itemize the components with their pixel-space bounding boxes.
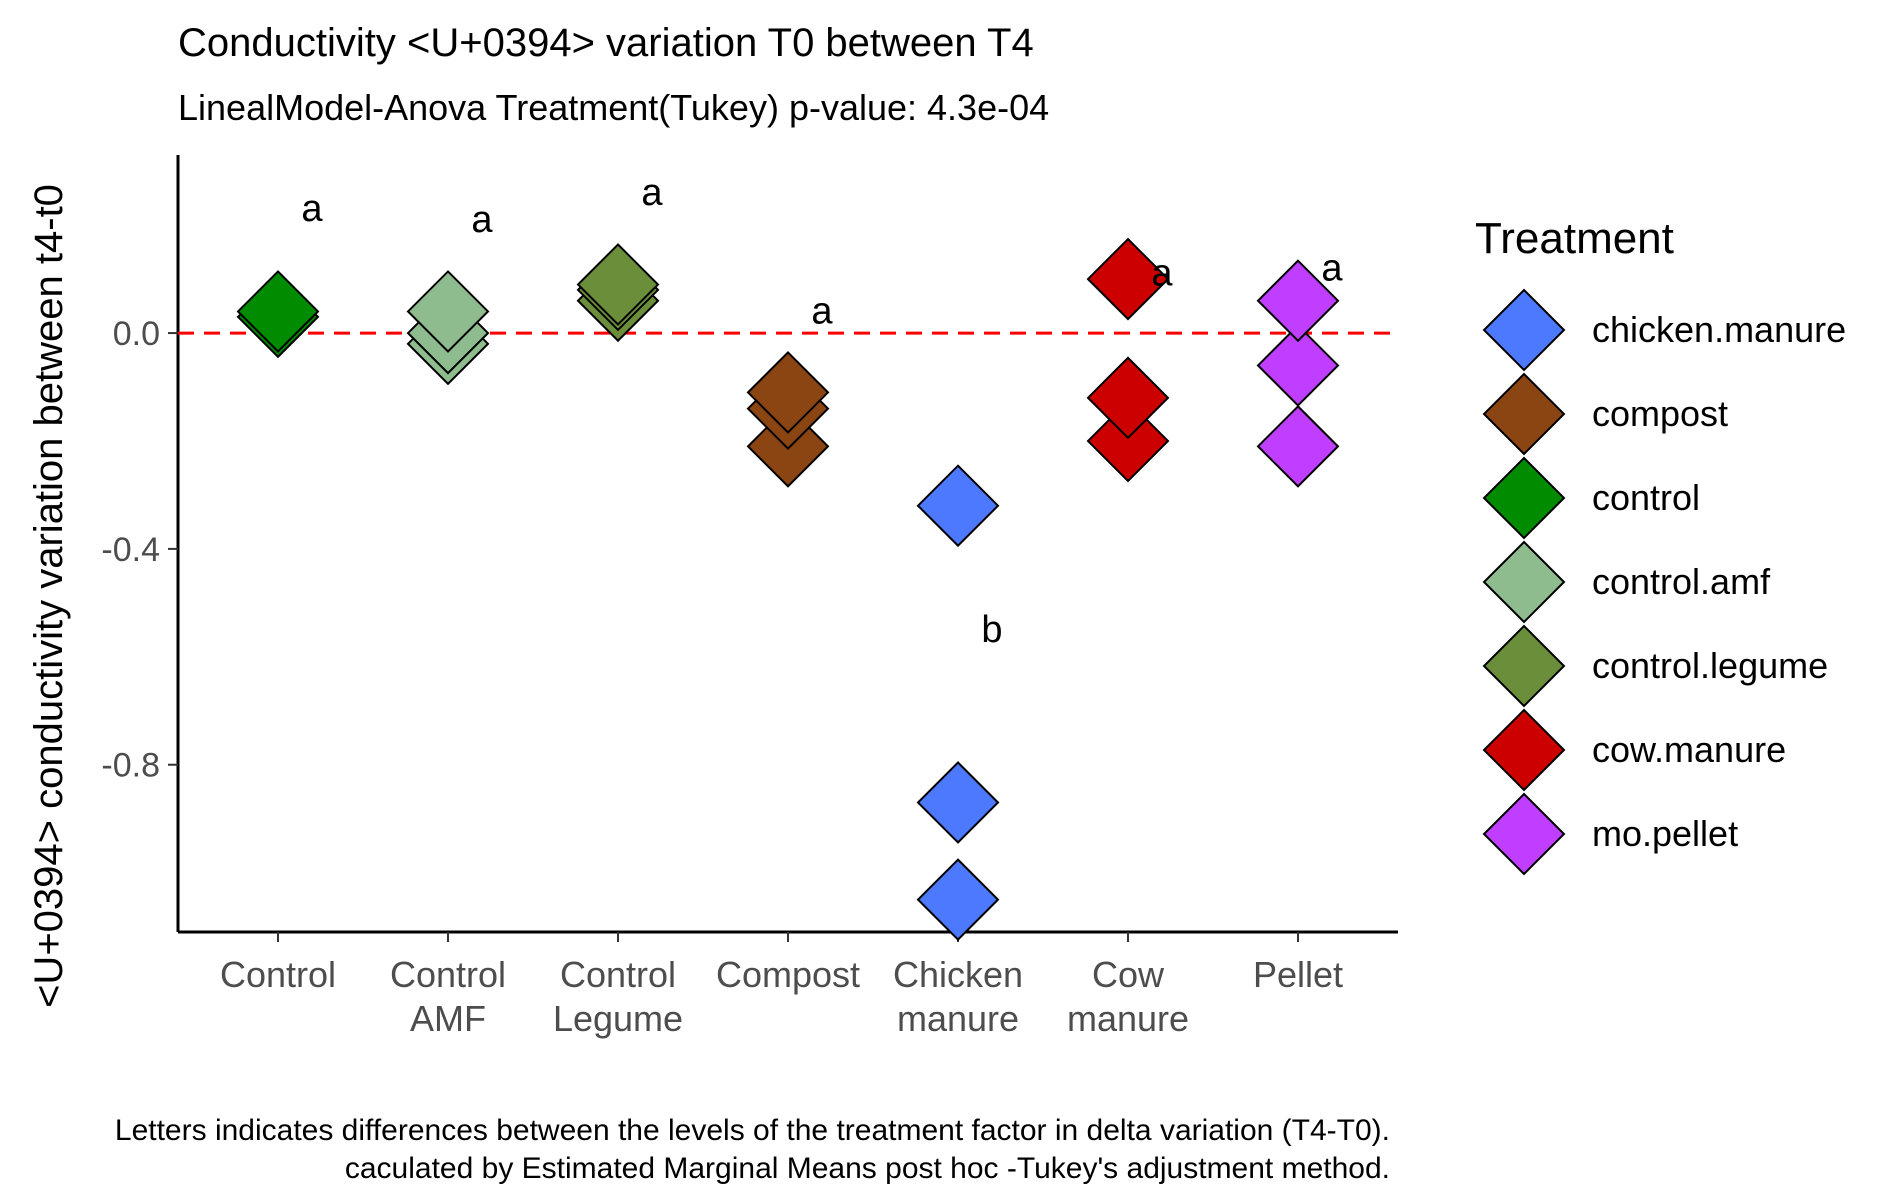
significance-letter: a [301,188,323,230]
x-tick-label: Pellet [1253,954,1343,995]
x-tick-label: Compost [716,954,860,995]
significance-letter: a [641,172,663,214]
y-tick-label: -0.8 [101,747,160,785]
x-tick-label: Control [220,954,336,995]
data-point [1086,237,1170,321]
data-point [1256,259,1340,343]
legend-key [1482,372,1566,456]
x-tick-label: Legume [553,998,683,1039]
data-point [916,858,1000,942]
data-point [576,243,660,326]
legend-title: Treatment [1475,214,1674,263]
legend-key [1482,624,1566,708]
legend-label: cow.manure [1592,729,1786,770]
significance-letter: a [1151,253,1173,295]
significance-letter: b [981,609,1002,651]
significance-letter: a [471,199,493,241]
data-point [746,351,830,434]
caption-line-1: Letters indicates differences between th… [115,1114,1390,1147]
legend-label: compost [1592,393,1728,434]
chart-subtitle: LinealModel-Anova Treatment(Tukey) p-val… [178,87,1049,128]
chart-title: Conductivity <U+0394> variation T0 betwe… [178,21,1034,65]
data-point [236,270,320,353]
legend-label: mo.pellet [1592,813,1738,854]
legend-key [1482,288,1566,372]
data-point [1086,399,1170,483]
x-tick-label: Control [560,954,676,995]
legend: chicken.manure compost control control.amf c… [1482,288,1846,876]
legend-label: chicken.manure [1592,309,1846,350]
caption-line-2: caculated by Estimated Marginal Means po… [345,1152,1390,1185]
legend-label: control.amf [1592,561,1771,602]
significance-letter: a [811,290,833,332]
y-axis-label: <U+0394> conductivity variation between … [27,184,71,1008]
legend-key [1482,792,1566,876]
data-point [916,761,1000,844]
legend-label: control.legume [1592,645,1828,686]
x-tick-label: Control [390,954,506,995]
data-point [1256,324,1340,407]
y-tick-label: -0.4 [101,531,160,569]
data-point [406,270,490,353]
x-tick-label: Chicken [893,954,1023,995]
significance-letter: a [1321,247,1343,289]
x-tick-label: Cow [1092,954,1165,995]
data-point [1256,404,1340,488]
data-point [916,464,1000,548]
x-tick-label: manure [1067,998,1189,1039]
legend-key [1482,456,1566,540]
data-point [1086,356,1170,440]
y-tick-label: 0.0 [113,315,160,353]
legend-label: control [1592,477,1700,518]
legend-key [1482,540,1566,624]
x-tick-label: manure [897,998,1019,1039]
x-tick-label: AMF [410,998,486,1039]
legend-key [1482,708,1566,792]
